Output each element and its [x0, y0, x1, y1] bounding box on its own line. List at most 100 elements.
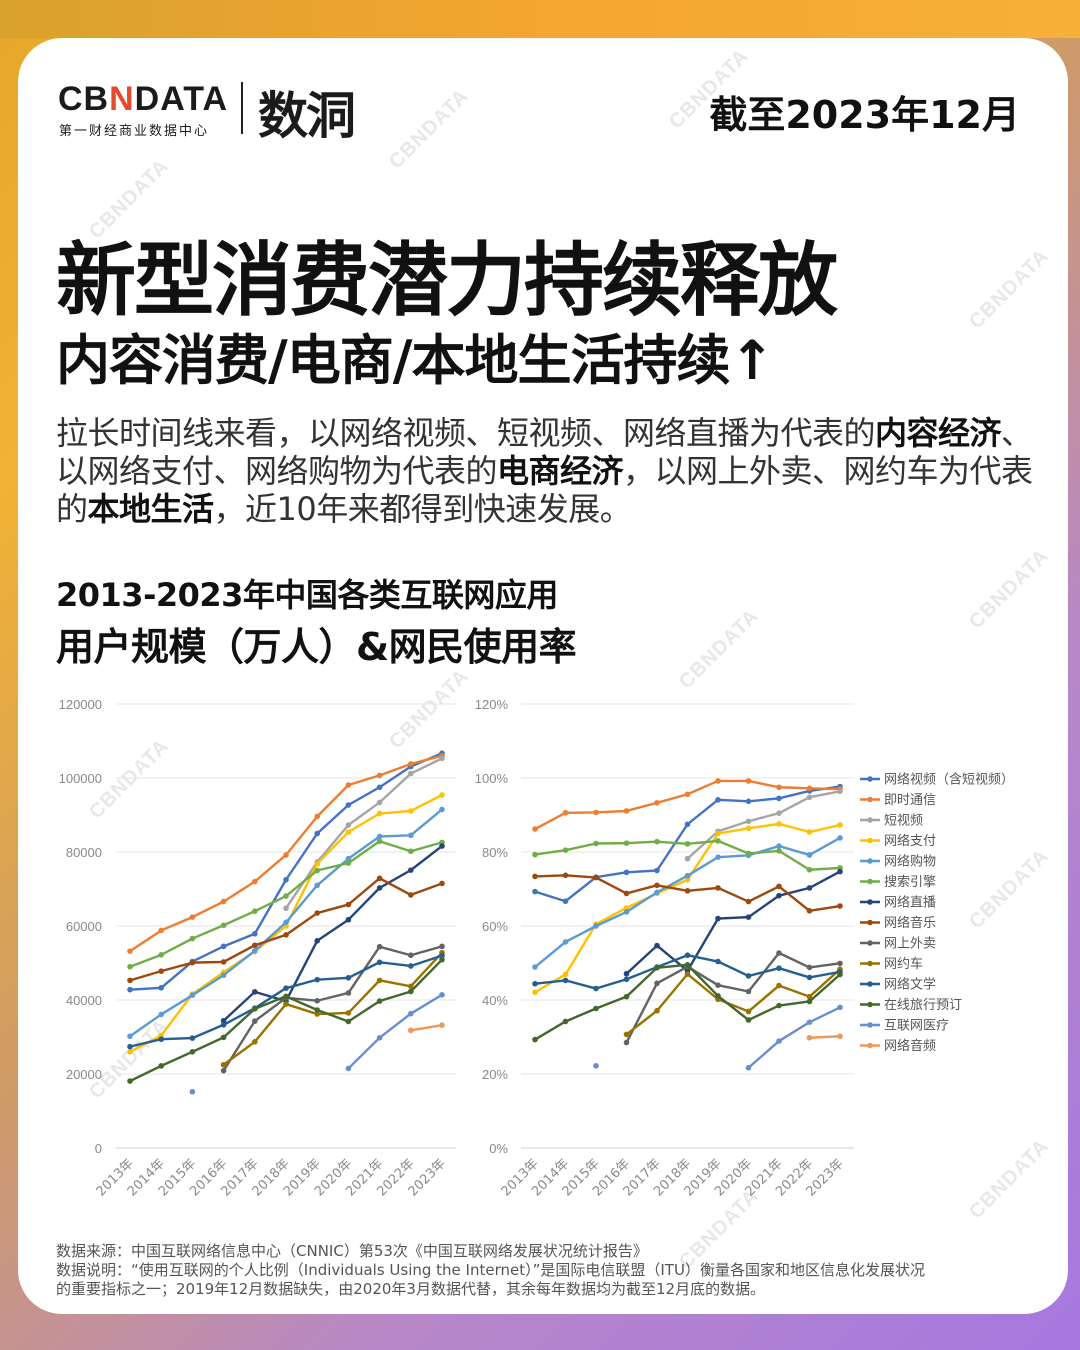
data-point: [837, 903, 843, 909]
data-point: [220, 972, 227, 979]
data-point: [776, 950, 782, 956]
data-point: [715, 993, 721, 999]
legend-marker: [867, 1022, 873, 1028]
series-line: [747, 1006, 841, 1069]
data-point: [408, 892, 414, 898]
data-point: [562, 939, 569, 945]
data-point: [127, 986, 133, 993]
data-point: [127, 977, 133, 984]
data-point: [562, 809, 569, 816]
data-point: [562, 1018, 569, 1025]
data-point: [439, 755, 445, 762]
data-point: [715, 778, 721, 784]
data-point: [220, 898, 227, 905]
data-point: [806, 885, 813, 891]
data-point: [806, 829, 813, 835]
data-point: [408, 988, 414, 995]
data-point: [654, 965, 660, 971]
data-point: [745, 898, 752, 905]
data-point: [376, 799, 383, 806]
data-point: [345, 860, 352, 866]
data-point: [593, 1005, 599, 1012]
legend-label: 网络购物: [884, 854, 936, 870]
data-point: [220, 943, 227, 950]
data-point: [623, 1039, 630, 1046]
data-point: [806, 964, 813, 971]
data-point: [654, 980, 660, 987]
data-point: [562, 872, 569, 879]
data-point: [745, 988, 752, 995]
data-point: [776, 883, 782, 890]
data-point: [376, 833, 383, 840]
data-point: [220, 922, 227, 929]
data-point: [345, 802, 352, 808]
legend-label: 短视频: [884, 814, 923, 829]
data-point: [345, 1018, 352, 1025]
data-point: [345, 1010, 352, 1016]
data-point: [776, 1038, 782, 1044]
logo-divider: [241, 82, 243, 134]
data-point: [345, 855, 352, 862]
legend-marker: [867, 858, 873, 864]
data-point: [345, 916, 352, 923]
data-point: [314, 861, 321, 867]
data-point: [715, 838, 721, 844]
data-point: [745, 1064, 752, 1071]
data-point: [158, 984, 164, 991]
data-point: [623, 869, 630, 876]
data-point: [252, 878, 258, 885]
data-point: [806, 908, 813, 914]
series-line: [410, 1023, 443, 1032]
y-tick-label: 60000: [66, 919, 102, 934]
data-point: [314, 867, 321, 874]
data-point: [837, 868, 843, 875]
data-point: [439, 792, 445, 798]
data-point: [776, 843, 782, 849]
data-point: [776, 810, 782, 816]
data-point: [593, 1063, 599, 1069]
data-point: [684, 821, 691, 828]
data-point: [806, 998, 813, 1005]
data-point: [532, 873, 538, 880]
y-tick-label: 40000: [66, 993, 102, 1008]
data-point: [623, 909, 630, 915]
data-point: [439, 952, 445, 959]
data-point: [408, 1027, 414, 1034]
data-point: [593, 874, 599, 881]
data-point: [314, 1007, 321, 1013]
data-point: [745, 850, 752, 857]
data-point: [745, 778, 752, 784]
legend-marker: [867, 776, 873, 782]
legend-label: 搜索引擎: [884, 875, 936, 890]
source-note: 数据来源：中国互联网络信息中心（CNNIC）第53次《中国互联网络发展状况统计报…: [56, 1242, 648, 1260]
data-point: [127, 948, 133, 954]
series-line: [625, 968, 841, 1036]
data-point: [654, 1007, 660, 1014]
data-point: [684, 855, 691, 862]
series-line: [809, 1035, 841, 1039]
legend-marker: [867, 817, 873, 823]
data-point: [408, 983, 414, 990]
data-point: [654, 882, 660, 889]
data-point: [376, 772, 383, 779]
data-point: [684, 971, 691, 977]
data-point: [220, 1034, 227, 1041]
data-point: [837, 971, 843, 978]
data-point: [562, 847, 569, 853]
data-point: [532, 851, 538, 858]
data-point: [127, 1049, 133, 1055]
data-point: [376, 810, 383, 817]
data-point: [376, 998, 383, 1004]
chart-title-line2: 用户规模（万人）&网民使用率: [56, 625, 577, 669]
data-point: [439, 1022, 445, 1028]
data-point: [408, 832, 414, 839]
data-point: [408, 952, 414, 959]
series-line: [625, 951, 841, 1044]
data-point: [776, 982, 782, 989]
data-point: [439, 806, 445, 813]
y-tick-label: 80%: [482, 845, 508, 860]
data-point: [283, 852, 289, 858]
data-point: [283, 876, 289, 883]
data-point: [220, 1067, 227, 1074]
data-point: [623, 970, 630, 977]
